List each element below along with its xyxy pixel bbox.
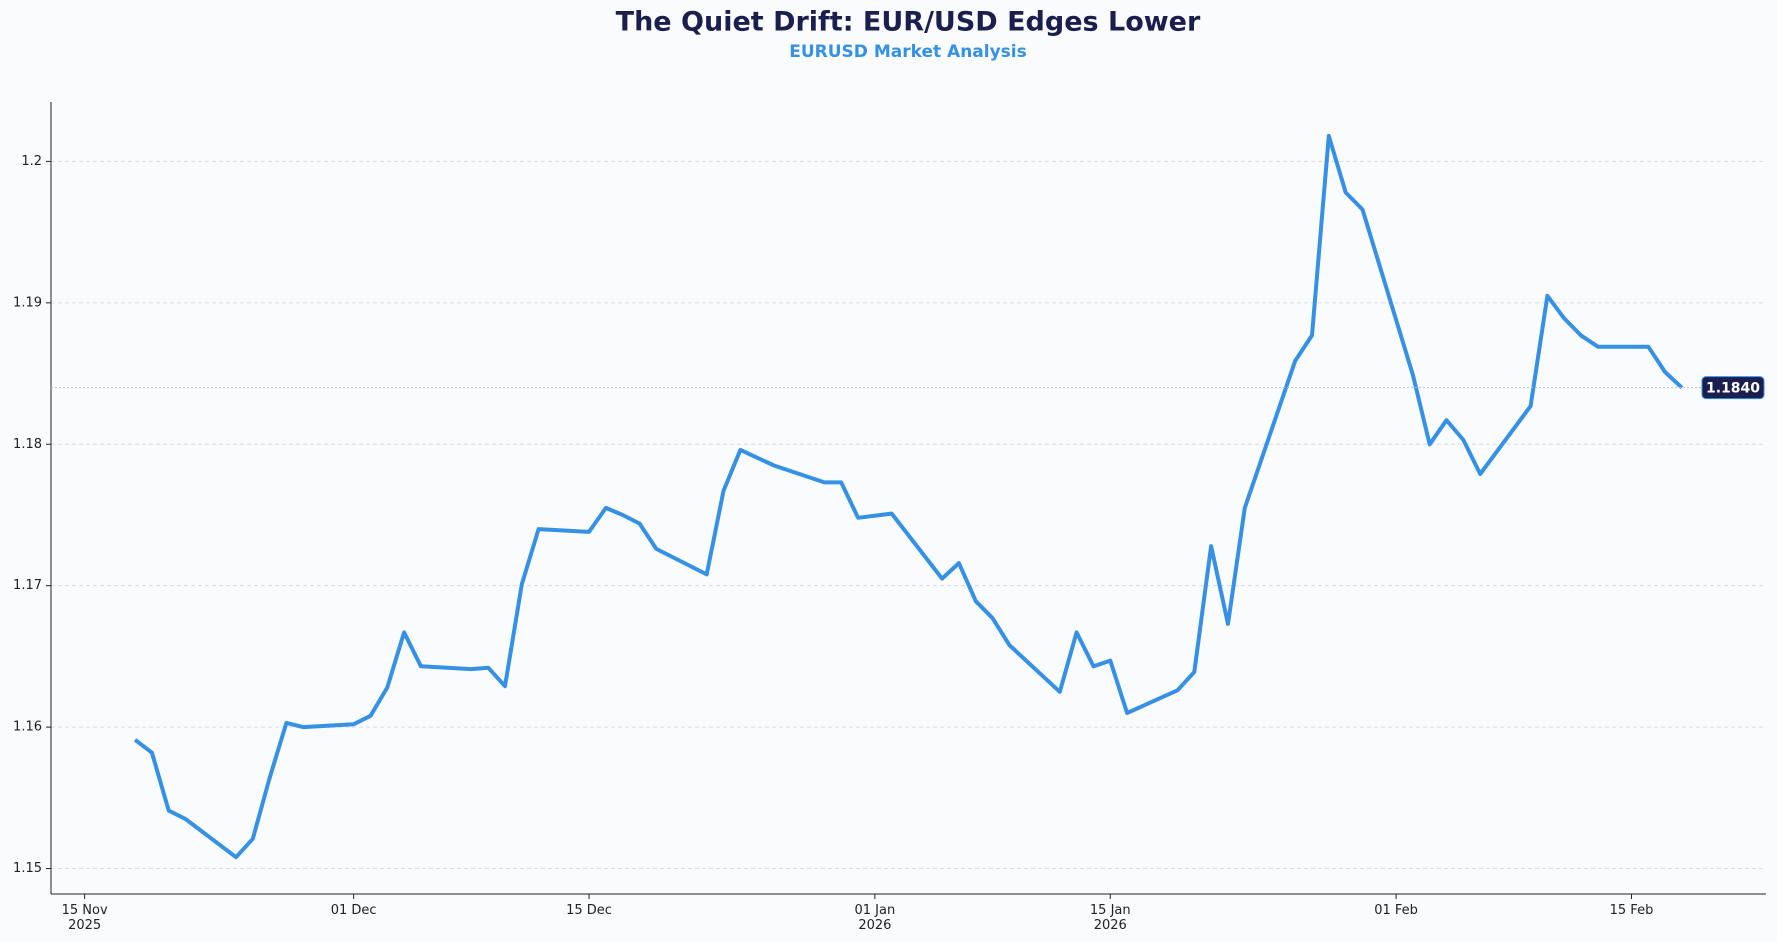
chart-title: The Quiet Drift: EUR/USD Edges Lower bbox=[616, 7, 1201, 38]
y-tick-label: 1.16 bbox=[13, 720, 42, 735]
y-tick-label: 1.15 bbox=[13, 861, 42, 876]
y-tick-label: 1.19 bbox=[13, 295, 42, 310]
price-line bbox=[133, 133, 1684, 860]
x-tick-label: 15 Dec bbox=[566, 903, 612, 918]
x-tick-label: 15 Feb bbox=[1610, 903, 1654, 918]
x-tick-label: 15 Nov 2025 bbox=[62, 903, 108, 933]
chart-subtitle: EURUSD Market Analysis bbox=[789, 42, 1027, 62]
last-value-label: 1.1840 bbox=[1706, 381, 1760, 397]
x-tick-label: 15 Jan 2026 bbox=[1090, 903, 1131, 933]
last-value-badge bbox=[1701, 376, 1765, 400]
y-tick-label: 1.17 bbox=[13, 578, 42, 593]
y-tick-label: 1.2 bbox=[21, 154, 42, 169]
y-tick-label: 1.18 bbox=[13, 437, 42, 452]
x-tick-label: 01 Dec bbox=[331, 903, 377, 918]
x-tick-label: 01 Feb bbox=[1374, 903, 1418, 918]
x-tick-label: 01 Jan 2026 bbox=[855, 903, 896, 933]
